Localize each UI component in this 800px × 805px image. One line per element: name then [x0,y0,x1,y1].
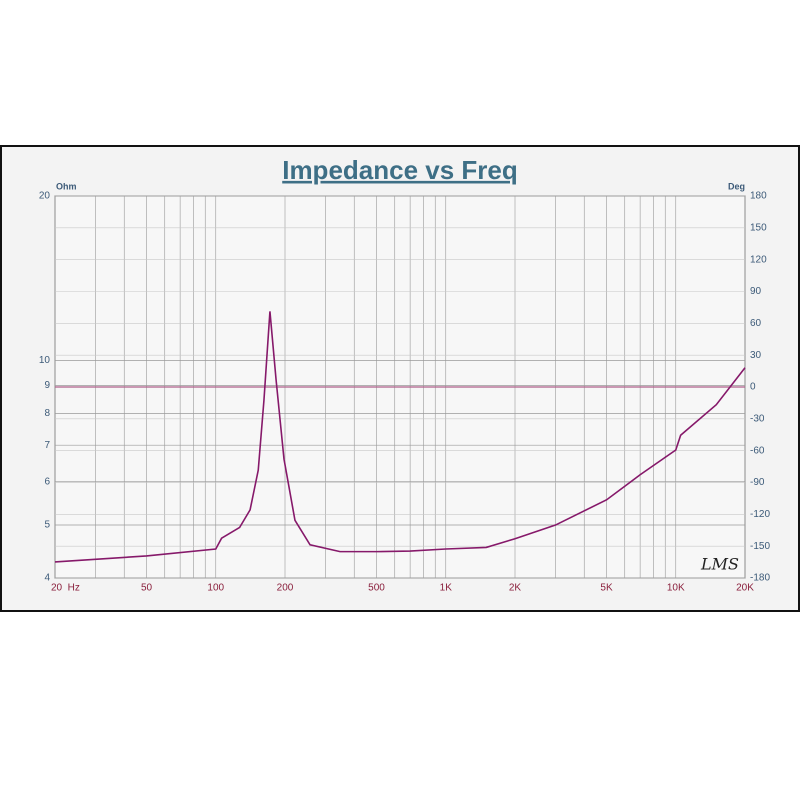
y-tick-label: 10 [39,355,51,366]
y2-tick-label: 0 [750,382,756,393]
y2-tick-label: -180 [750,573,770,584]
x-tick-label: 2K [509,583,522,594]
y2-tick-label: 180 [750,191,767,202]
chart-title: Impedance vs Freq [282,155,518,185]
y2-tick-label: -30 [750,413,765,424]
y2-tick-label: 60 [750,318,762,329]
x-tick-label: 5K [600,583,613,594]
y2-axis-label: Deg [728,181,745,191]
x-tick-label: 20 Hz [51,583,80,594]
y2-tick-label: 150 [750,222,767,233]
y-tick-label: 9 [44,380,50,391]
y-tick-label: 5 [44,520,50,531]
y-tick-label: 7 [44,440,50,451]
y2-tick-label: 120 [750,254,767,265]
x-tick-label: 10K [667,583,685,594]
y2-tick-label: -120 [750,509,770,520]
y-tick-label: 8 [44,408,50,419]
x-tick-label: 1K [440,583,453,594]
y-axis-label: Ohm [56,181,77,191]
impedance-line [54,311,746,563]
y2-tick-label: -150 [750,541,770,552]
y2-tick-label: 30 [750,350,762,361]
x-tick-label: 20K [736,583,754,594]
x-tick-label: 500 [368,583,385,594]
y-tick-label: 4 [44,573,50,584]
annotation: LMS [700,555,739,574]
y2-tick-label: -60 [750,445,765,456]
x-tick-label: 50 [141,583,153,594]
x-tick-label: 100 [207,583,224,594]
y-tick-label: 20 [39,191,51,202]
y2-tick-label: -90 [750,477,765,488]
y2-tick-label: 90 [750,286,762,297]
y-tick-label: 6 [44,476,50,487]
x-tick-label: 200 [277,583,294,594]
